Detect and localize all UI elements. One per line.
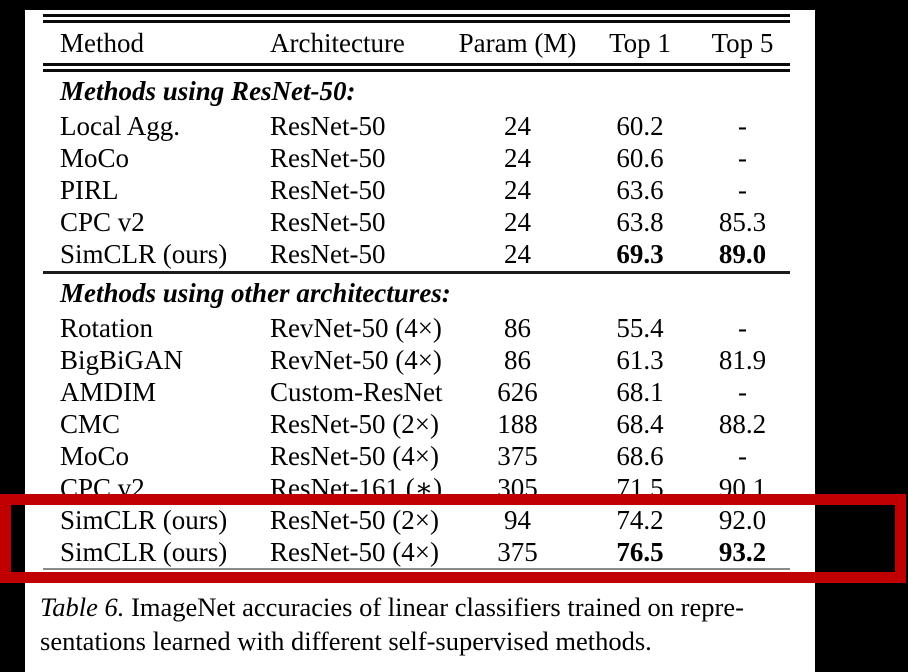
method-cell: AMDIM [60, 377, 157, 407]
architecture-cell: ResNet-50 [270, 207, 386, 237]
caption-line-2: sentations learned with different self-s… [40, 624, 802, 658]
param-cell: 375 [497, 441, 538, 471]
param-cell: 188 [497, 409, 538, 439]
architecture-cell: ResNet-50 (4×) [270, 537, 439, 567]
method-cell: SimCLR (ours) [60, 239, 228, 269]
caption-text-2: sentations learned with different self-s… [40, 626, 652, 656]
method-cell: CPC v2 [60, 473, 145, 503]
top1-cell: 63.8 [616, 207, 664, 237]
method-cell: MoCo [60, 143, 130, 173]
column-header-top1: Top 1 [609, 28, 671, 58]
column-header-param: Param (M) [458, 28, 577, 58]
param-cell: 24 [504, 207, 531, 237]
top1-cell: 68.4 [616, 409, 664, 439]
top5-cell: 89.0 [718, 239, 767, 269]
architecture-cell: ResNet-50 (4×) [270, 441, 439, 471]
column-header-architecture: Architecture [270, 28, 405, 58]
method-cell: CPC v2 [60, 207, 145, 237]
table-top-rule [43, 14, 790, 23]
architecture-cell: ResNet-161 (∗) [270, 473, 443, 503]
top1-cell: 68.1 [616, 377, 664, 407]
method-cell: CMC [60, 409, 121, 439]
section-title-other-architectures: Methods using other architectures: [60, 278, 451, 308]
param-cell: 86 [504, 313, 531, 343]
table-row: BigBiGAN RevNet-50 (4×) 86 61.3 81.9 [43, 344, 790, 376]
table-header-rule [43, 63, 790, 72]
param-cell: 24 [504, 239, 531, 269]
caption-line-1: Table 6. ImageNet accuracies of linear c… [40, 590, 802, 624]
top5-cell: 81.9 [718, 345, 767, 375]
architecture-cell: ResNet-50 [270, 111, 386, 141]
architecture-cell: ResNet-50 (2×) [270, 409, 439, 439]
method-cell: SimCLR (ours) [60, 505, 228, 535]
architecture-cell: ResNet-50 [270, 175, 386, 205]
top1-cell: 69.3 [616, 239, 664, 269]
top5-cell: - [738, 175, 747, 205]
top5-cell: - [738, 441, 747, 471]
method-cell: PIRL [60, 175, 119, 205]
table-row: MoCo ResNet-50 (4×) 375 68.6 - [43, 440, 790, 472]
table-row: MoCo ResNet-50 24 60.6 - [43, 142, 790, 174]
caption-text-1: ImageNet accuracies of linear classifier… [131, 592, 744, 622]
top1-cell: 71.5 [616, 473, 664, 503]
top5-cell: 88.2 [718, 409, 767, 439]
table-row: CMC ResNet-50 (2×) 188 68.4 88.2 [43, 408, 790, 440]
table-row: SimCLR (ours) ResNet-50 24 69.3 89.0 [43, 238, 790, 270]
table-bottom-rule [43, 568, 790, 570]
method-cell: SimCLR (ours) [60, 537, 228, 567]
top5-cell: - [738, 111, 747, 141]
top1-cell: 60.6 [616, 143, 664, 173]
column-header-top5: Top 5 [711, 28, 774, 58]
method-cell: Rotation [60, 313, 153, 343]
method-cell: Local Agg. [60, 111, 180, 141]
architecture-cell: ResNet-50 [270, 143, 386, 173]
top5-cell: 92.0 [718, 505, 767, 535]
top1-cell: 60.2 [616, 111, 664, 141]
table-caption: Table 6. ImageNet accuracies of linear c… [40, 590, 802, 658]
param-cell: 24 [504, 175, 531, 205]
table-row: PIRL ResNet-50 24 63.6 - [43, 174, 790, 206]
top1-cell: 61.3 [616, 345, 664, 375]
param-cell: 626 [497, 377, 538, 407]
architecture-cell: ResNet-50 [270, 239, 386, 269]
top1-cell: 55.4 [616, 313, 664, 343]
top1-cell: 63.6 [616, 175, 664, 205]
top5-cell: - [738, 143, 747, 173]
results-table: Method Architecture Param (M) Top 1 Top … [43, 14, 790, 570]
architecture-cell: RevNet-50 (4×) [270, 313, 442, 343]
table-row: Rotation RevNet-50 (4×) 86 55.4 - [43, 312, 790, 344]
param-cell: 86 [504, 345, 531, 375]
paper-page: Method Architecture Param (M) Top 1 Top … [25, 10, 815, 672]
top1-cell: 74.2 [616, 505, 664, 535]
architecture-cell: RevNet-50 (4×) [270, 345, 442, 375]
table-row-highlighted: SimCLR (ours) ResNet-50 (4×) 375 76.5 93… [43, 536, 790, 568]
method-cell: MoCo [60, 441, 130, 471]
top1-cell: 76.5 [616, 537, 664, 567]
param-cell: 375 [497, 537, 538, 567]
top5-cell: - [738, 313, 747, 343]
top1-cell: 68.6 [616, 441, 664, 471]
param-cell: 305 [497, 473, 538, 503]
architecture-cell: ResNet-50 (2×) [270, 505, 439, 535]
architecture-cell: Custom-ResNet [270, 377, 443, 407]
param-cell: 24 [504, 143, 531, 173]
section-divider-rule [43, 271, 790, 274]
column-header-method: Method [60, 28, 144, 58]
caption-label: Table 6. [40, 592, 125, 622]
table-row: AMDIM Custom-ResNet 626 68.1 - [43, 376, 790, 408]
method-cell: BigBiGAN [60, 345, 184, 375]
top5-cell: 93.2 [718, 537, 767, 567]
table-row: CPC v2 ResNet-161 (∗) 305 71.5 90.1 [43, 472, 790, 504]
table-row: Local Agg. ResNet-50 24 60.2 - [43, 110, 790, 142]
table-row: CPC v2 ResNet-50 24 63.8 85.3 [43, 206, 790, 238]
table-header-row: Method Architecture Param (M) Top 1 Top … [43, 23, 790, 63]
section-title-resnet50: Methods using ResNet-50: [60, 76, 356, 106]
table-row-highlighted: SimCLR (ours) ResNet-50 (2×) 94 74.2 92.… [43, 504, 790, 536]
param-cell: 94 [504, 505, 531, 535]
top5-cell: 90.1 [718, 473, 767, 503]
param-cell: 24 [504, 111, 531, 141]
top5-cell: - [738, 377, 747, 407]
top5-cell: 85.3 [718, 207, 767, 237]
